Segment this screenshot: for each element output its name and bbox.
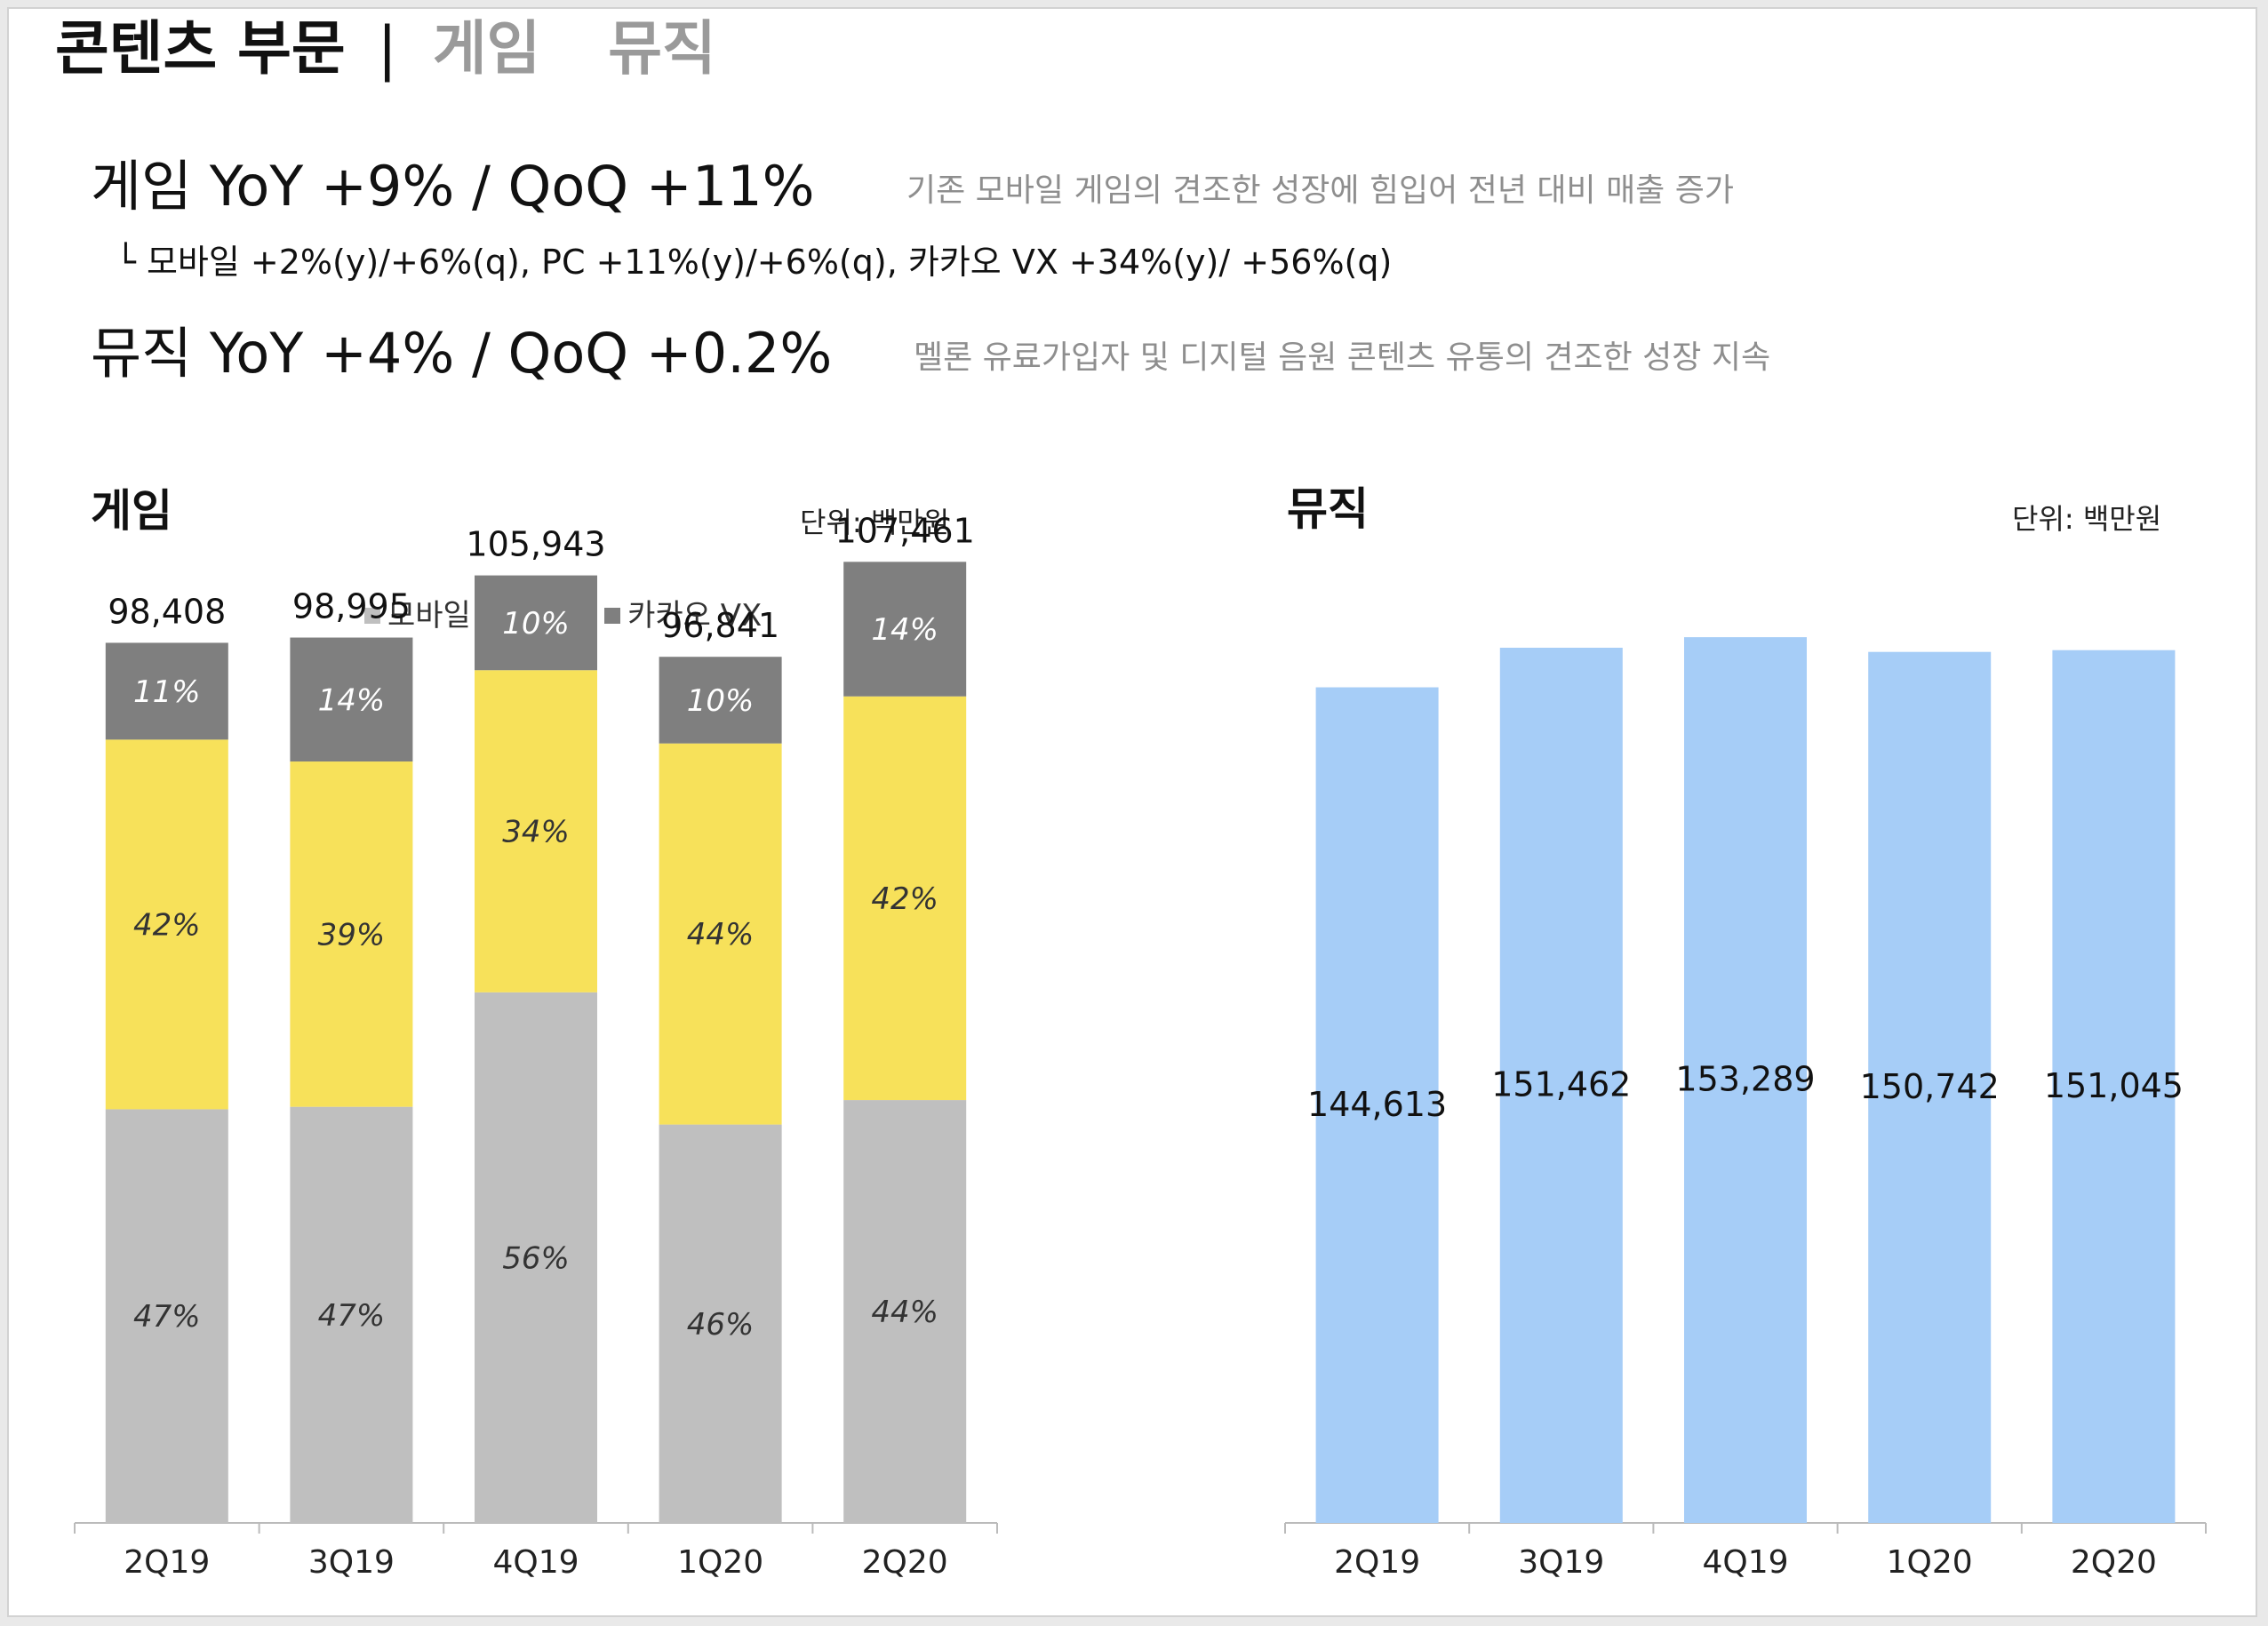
game-bar-vx: [290, 637, 413, 762]
game-total-label: 98,408: [108, 592, 226, 631]
music-bar: [2052, 650, 2176, 1523]
game-segment-label: 14%: [871, 612, 938, 648]
legend-label-vx: 카카오 VX: [627, 598, 763, 634]
music-tick-label: 4Q19: [1702, 1544, 1788, 1581]
game-bar-pc: [843, 696, 967, 1101]
game-bar-vx: [659, 657, 782, 744]
game-segment-label: 11%: [133, 674, 201, 710]
game-chart-unit: 단위: 백만원: [800, 506, 950, 539]
game-chart-title: 게임: [91, 485, 172, 537]
section-title: 콘텐츠 부문: [55, 14, 346, 83]
game-bar-pc: [475, 670, 597, 992]
game-bar-vx: [843, 562, 967, 697]
music-bar: [1499, 648, 1623, 1523]
game-headline: 게임 YoY +9% / QoQ +11%: [91, 154, 815, 219]
game-bar-mobile: [659, 1124, 782, 1523]
music-description: 멜론 유료가입자 및 디지털 음원 콘텐츠 유통의 견조한 성장 지속: [914, 339, 1771, 376]
slide: 콘텐츠 부문 | 게임 뮤직 게임 YoY +9% / QoQ +11% 기존 모바일…: [7, 7, 2257, 1617]
game-bar-mobile: [843, 1100, 967, 1523]
legend-item-vx: 카카오 VX: [604, 594, 762, 638]
game-total-label: 98,995: [292, 587, 411, 626]
game-bar-pc: [105, 739, 228, 1110]
game-segment-label: 42%: [871, 881, 938, 917]
game-segment-label: 44%: [871, 1295, 938, 1330]
game-tick-label: 2Q20: [862, 1544, 948, 1581]
game-segment-label: 34%: [502, 815, 570, 850]
music-headline: 뮤직 YoY +4% / QoQ +0.2%: [91, 321, 833, 386]
game-total-label: 107,461: [835, 511, 975, 550]
tab-game[interactable]: 게임: [432, 14, 541, 83]
game-segment-label: 10%: [502, 606, 570, 642]
music-bar: [1684, 637, 1807, 1523]
game-segment-label: 47%: [133, 1299, 201, 1335]
legend-item-mobile: 모바일: [364, 594, 471, 638]
game-segment-label: 47%: [318, 1298, 386, 1334]
music-chart-title: 뮤직: [1287, 483, 1369, 535]
header-separator: |: [377, 14, 397, 83]
game-segment-label: 42%: [133, 907, 201, 943]
game-bar-mobile: [290, 1106, 413, 1523]
game-segment-label: 14%: [318, 682, 386, 718]
game-bar-pc: [290, 761, 413, 1107]
music-value-label: 151,045: [2044, 1066, 2184, 1105]
music-value-label: 153,289: [1675, 1060, 1815, 1099]
game-segment-label: 56%: [502, 1240, 570, 1276]
game-segment-label: 44%: [687, 917, 755, 952]
game-bar-vx: [475, 575, 597, 671]
music-value-label: 150,742: [1860, 1067, 2000, 1106]
music-value-label: 151,462: [1491, 1065, 1631, 1104]
tab-music[interactable]: 뮤직: [608, 14, 716, 83]
game-bar-mobile: [475, 992, 597, 1523]
header: 콘텐츠 부문 | 게임 뮤직: [55, 9, 716, 89]
game-tick-label: 4Q19: [492, 1544, 579, 1581]
game-tick-label: 1Q20: [677, 1544, 763, 1581]
music-tick-label: 2Q20: [2071, 1544, 2157, 1581]
charts-canvas: 47% 42% 11% 98,408 2Q19 47% 39% 14% 98,995 3Q19 56…: [74, 511, 2207, 1581]
legend-swatch-vx: [604, 608, 621, 624]
game-bar-vx: [105, 642, 228, 740]
music-bar: [1868, 651, 1992, 1523]
music-bar: [1315, 687, 1439, 1523]
game-bar-mobile: [105, 1109, 228, 1523]
game-sub-detail: └ 모바일 +2%(y)/+6%(q), PC +11%(y)/+6%(q), …: [116, 243, 1393, 282]
game-tick-label: 3Q19: [308, 1544, 395, 1581]
game-segment-label: 46%: [687, 1307, 755, 1343]
game-segment-label: 39%: [318, 917, 386, 952]
legend-label-mobile: 모바일: [387, 598, 471, 634]
music-value-label: 144,613: [1307, 1085, 1447, 1124]
music-chart-unit: 단위: 백만원: [2012, 502, 2162, 536]
music-tick-label: 3Q19: [1518, 1544, 1604, 1581]
game-bar-pc: [659, 743, 782, 1125]
game-total-label: 96,841: [661, 606, 779, 645]
music-tick-label: 1Q20: [1887, 1544, 1973, 1581]
game-total-label: 105,943: [466, 525, 605, 564]
game-tick-label: 2Q19: [124, 1544, 210, 1581]
legend-swatch-mobile: [364, 608, 380, 624]
game-description: 기존 모바일 게임의 견조한 성장에 힘입어 전년 대비 매출 증가: [906, 172, 1734, 209]
game-segment-label: 10%: [687, 683, 755, 719]
music-tick-label: 2Q19: [1334, 1544, 1420, 1581]
